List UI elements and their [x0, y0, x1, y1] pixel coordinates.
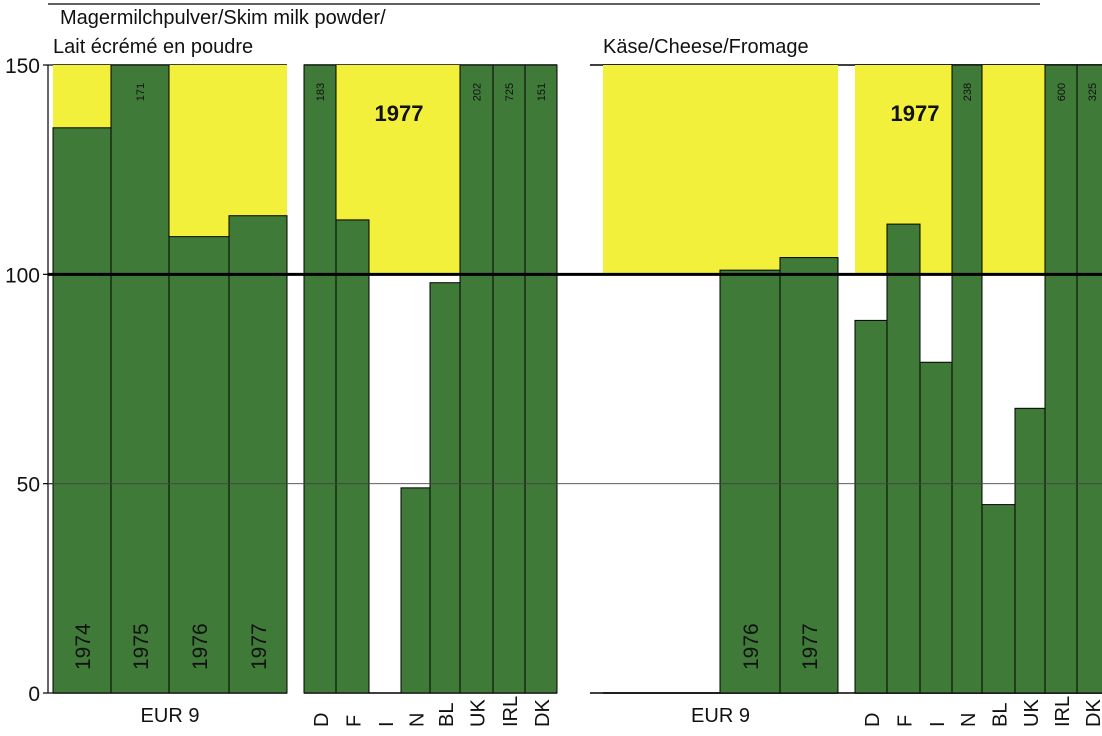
category-label-0-1-2: I — [376, 721, 398, 727]
bar-0-0-0 — [52, 127, 112, 694]
overflow-label-0-1-0: 183 — [315, 83, 327, 101]
category-label-1-1-6: IRL — [1052, 696, 1074, 727]
chart-title-line-1: Magermilchpulver/Skim milk powder/ — [60, 7, 386, 29]
group-label-1-0: EUR 9 — [691, 705, 750, 727]
bar-1-1-3 — [951, 64, 983, 694]
category-label-1-1-0: D — [862, 713, 884, 727]
bar-inside-label-1-0-2: 1976 — [740, 623, 763, 670]
overflow-label-0-1-7: 151 — [536, 83, 548, 101]
bar-1-1-6 — [1044, 64, 1078, 694]
y-tick-label-150: 150 — [5, 55, 40, 78]
highlight-band-1-0 — [603, 65, 838, 275]
bar-inside-label-1-0-3: 1977 — [799, 623, 822, 670]
overflow-label-0-0-1: 171 — [135, 83, 147, 101]
bar-1-1-5 — [1014, 407, 1046, 694]
bar-0-1-0 — [303, 64, 337, 694]
bar-0-1-5 — [459, 64, 494, 694]
overflow-label-0-1-6: 725 — [504, 83, 516, 101]
text-layer: 0 50 100 150 Magermilchpulver/Skim milk powd… — [5, 7, 1102, 727]
chart-title-line-2: Lait écrémé en poudre — [53, 36, 253, 58]
bar-0-1-3 — [400, 487, 431, 694]
category-label-0-1-5: UK — [468, 699, 490, 727]
bar-0-1-6 — [492, 64, 526, 694]
bar-0-1-7 — [524, 64, 558, 694]
bar-0-1-4 — [429, 282, 461, 694]
category-label-1-1-1: F — [895, 715, 917, 727]
category-label-0-1-6: IRL — [500, 696, 522, 727]
bar-inside-label-0-0-2: 1976 — [189, 623, 212, 670]
bar-1-1-7 — [1076, 64, 1102, 694]
overflow-label-1-1-3: 238 — [962, 83, 974, 101]
group-label-0-0: EUR 9 — [141, 705, 200, 727]
bars-layer — [52, 64, 1102, 694]
category-label-1-1-5: UK — [1021, 699, 1043, 727]
bar-inside-label-0-0-3: 1977 — [248, 623, 271, 670]
overflow-label-0-1-5: 202 — [472, 83, 484, 101]
category-label-1-1-4: BL — [990, 703, 1012, 727]
category-label-0-1-4: BL — [436, 703, 458, 727]
bar-1-0-3 — [779, 257, 839, 694]
bar-1-1-4 — [981, 504, 1016, 694]
bar-0-0-2 — [168, 236, 230, 694]
bar-1-0-2 — [719, 269, 781, 694]
y-tick-label-0: 0 — [28, 683, 40, 706]
y-tick-label-50: 50 — [17, 474, 40, 497]
category-label-1-1-7: DK — [1083, 699, 1102, 727]
category-label-0-1-1: F — [344, 715, 366, 727]
category-label-0-1-3: N — [407, 713, 429, 727]
bar-0-1-1 — [335, 219, 370, 694]
y-tick-label-100: 100 — [5, 264, 40, 287]
category-label-1-1-3: N — [958, 713, 980, 727]
category-label-1-1-2: I — [927, 721, 949, 727]
overflow-label-1-1-6: 600 — [1056, 83, 1068, 101]
bar-0-0-3 — [228, 215, 288, 694]
bar-0-0-1 — [110, 64, 170, 694]
year-label-1-1: 1977 — [891, 101, 940, 126]
chart-title: Käse/Cheese/Fromage — [603, 36, 809, 58]
overflow-label-1-1-7: 325 — [1087, 83, 1099, 101]
category-label-0-1-7: DK — [532, 699, 554, 727]
category-label-0-1-0: D — [311, 713, 333, 727]
bar-1-1-1 — [886, 223, 921, 694]
year-label-0-1: 1977 — [375, 101, 424, 126]
bar-inside-label-0-0-0: 1974 — [72, 623, 95, 670]
bar-1-1-0 — [854, 319, 888, 694]
bar-1-1-2 — [919, 361, 953, 694]
bar-inside-label-0-0-1: 1975 — [130, 623, 153, 670]
